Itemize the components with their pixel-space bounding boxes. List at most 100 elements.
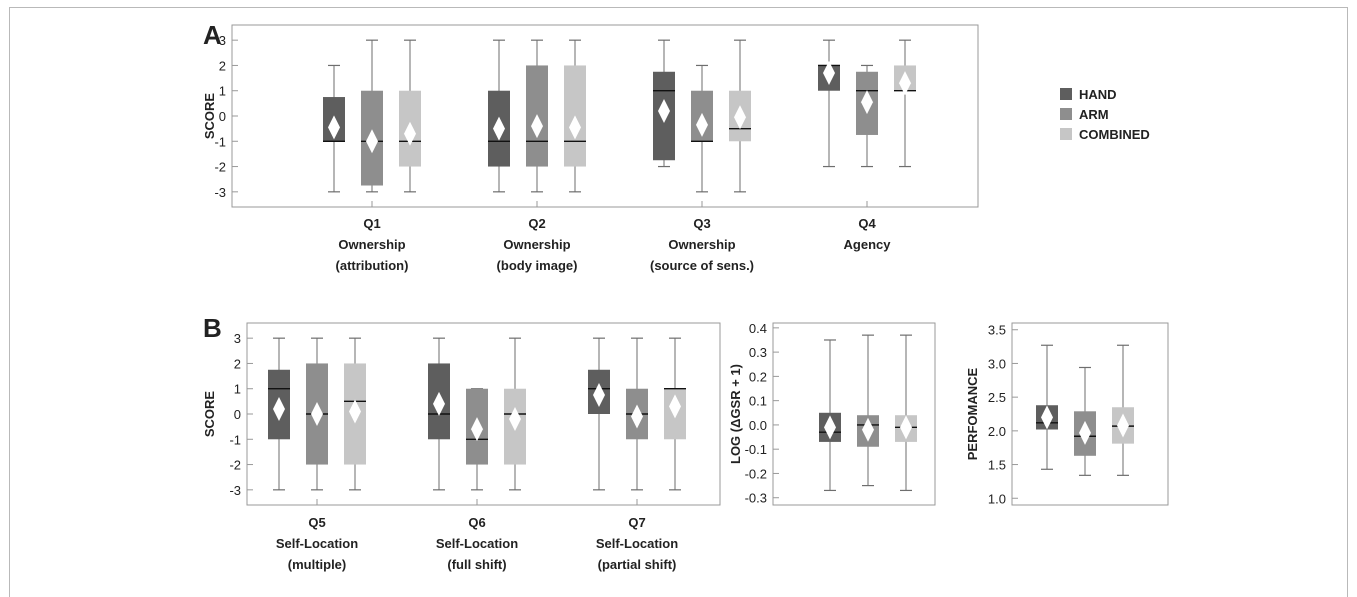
y-tick-label: 2.5	[988, 390, 1006, 405]
box-group-4: Q4 Agency	[818, 39, 916, 252]
group-label-line: Q6	[468, 515, 485, 530]
y-axis-label: LOG (ΔGSR + 1)	[728, 364, 743, 464]
group-label-line: Q3	[693, 216, 710, 231]
box-combined	[1112, 344, 1134, 476]
mean-marker	[493, 116, 505, 141]
box-combined	[894, 39, 916, 168]
box-arm	[361, 39, 383, 193]
group-label-line: (full shift)	[447, 557, 506, 572]
box-arm	[1074, 366, 1096, 476]
box-group-1	[819, 334, 917, 492]
mean-marker	[471, 417, 483, 442]
y-tick-label: -2	[214, 160, 226, 175]
legend-item-arm: ARM	[1060, 107, 1109, 122]
y-tick-label: 2.0	[988, 424, 1006, 439]
group-label-line: (attribution)	[336, 258, 409, 273]
figure-frame	[9, 7, 1348, 597]
y-tick-label: -2	[229, 458, 241, 473]
mean-marker	[311, 402, 323, 426]
group-label-line: Self-Location	[436, 536, 518, 551]
mean-marker	[404, 121, 416, 146]
panel-label: B	[203, 313, 222, 343]
y-tick-label: 1	[219, 84, 226, 99]
mean-marker	[593, 383, 605, 408]
mean-marker	[862, 417, 874, 442]
box-hand	[488, 39, 510, 193]
y-tick-label: 2	[234, 356, 241, 371]
group-label-line: Self-Location	[276, 536, 358, 551]
box-group-2: Q2 Ownership (body image)	[488, 39, 586, 273]
box-combined	[399, 39, 421, 193]
legend-swatch	[1060, 128, 1072, 140]
mean-marker	[531, 114, 543, 139]
mean-marker	[1079, 420, 1091, 445]
group-label-line: Ownership	[668, 237, 735, 252]
box-hand	[818, 39, 840, 168]
box-arm	[306, 337, 328, 491]
y-tick-label: 0.2	[749, 369, 767, 384]
mean-marker	[328, 115, 340, 140]
box-group-3: Q7 Self-Location (partial shift)	[588, 337, 686, 572]
chart-panels: A -3 -2 -1 0 1 2 3 SCORE Q1 Ownership (attribution)…	[202, 20, 1169, 572]
y-tick-label: 1.0	[988, 491, 1006, 506]
box-group-2: Q6 Self-Location (full shift)	[428, 337, 526, 572]
mean-marker	[366, 129, 378, 154]
box-hand	[428, 337, 450, 491]
group-label-line: Ownership	[503, 237, 570, 252]
y-tick-label: -3	[229, 483, 241, 498]
y-tick-label: 2	[219, 58, 226, 73]
chart-panel-3: -0.3 -0.2 -0.1 0.0 0.1 0.2 0.3 0.4 LOG (ΔGSR + 1…	[728, 321, 936, 506]
y-tick-label: 0.3	[749, 345, 767, 360]
y-tick-label: 0	[234, 407, 241, 422]
box-hand	[653, 39, 675, 168]
legend-label: COMBINED	[1079, 127, 1150, 142]
mean-marker	[823, 61, 835, 86]
group-label-line: (multiple)	[288, 557, 347, 572]
group-label-line: Q4	[858, 216, 876, 231]
plot-frame	[772, 322, 936, 506]
group-label-line: Self-Location	[596, 536, 678, 551]
box-hand	[819, 339, 841, 492]
panel-label: A	[203, 20, 222, 50]
box-combined	[664, 337, 686, 491]
box-arm	[856, 64, 878, 168]
box-group-1: Q5 Self-Location (multiple)	[268, 337, 366, 572]
mean-marker	[658, 98, 670, 123]
legend-label: HAND	[1079, 87, 1117, 102]
group-label-line: Agency	[844, 237, 892, 252]
box-group-1	[1036, 344, 1134, 476]
box-combined	[895, 334, 917, 492]
y-tick-label: -1	[214, 134, 226, 149]
box-hand	[1036, 344, 1058, 470]
box-combined	[729, 39, 751, 193]
y-tick-label: -1	[229, 432, 241, 447]
mean-marker	[696, 112, 708, 137]
y-tick-label: 0.1	[749, 394, 767, 409]
chart-panel-1: A -3 -2 -1 0 1 2 3 SCORE Q1 Ownership (attribution)…	[202, 20, 979, 273]
legend-swatch	[1060, 108, 1072, 120]
box-arm	[857, 334, 879, 487]
legend-label: ARM	[1079, 107, 1109, 122]
mean-marker	[900, 415, 912, 440]
mean-marker	[824, 415, 836, 440]
box-arm	[626, 337, 648, 491]
y-tick-label: 3.5	[988, 323, 1006, 338]
y-tick-label: 1.5	[988, 458, 1006, 473]
mean-marker	[509, 407, 521, 432]
mean-marker	[899, 71, 911, 96]
y-tick-label: 0	[219, 109, 226, 124]
y-tick-label: 3	[234, 331, 241, 346]
y-axis-label: SCORE	[202, 391, 217, 438]
box-hand	[323, 64, 345, 193]
y-tick-label: 0.0	[749, 418, 767, 433]
mean-marker	[734, 105, 746, 130]
box-combined	[344, 337, 366, 491]
y-tick-label: 3	[219, 33, 226, 48]
box-combined	[564, 39, 586, 193]
group-label-line: Q5	[308, 515, 325, 530]
y-tick-label: -3	[214, 185, 226, 200]
chart-panel-2: B -3 -2 -1 0 1 2 3 SCORE Q5 Self-Location (multiple…	[202, 313, 721, 572]
y-tick-label: 0.4	[749, 321, 767, 336]
group-label-line: (body image)	[497, 258, 578, 273]
y-tick-label: -0.2	[745, 466, 767, 481]
